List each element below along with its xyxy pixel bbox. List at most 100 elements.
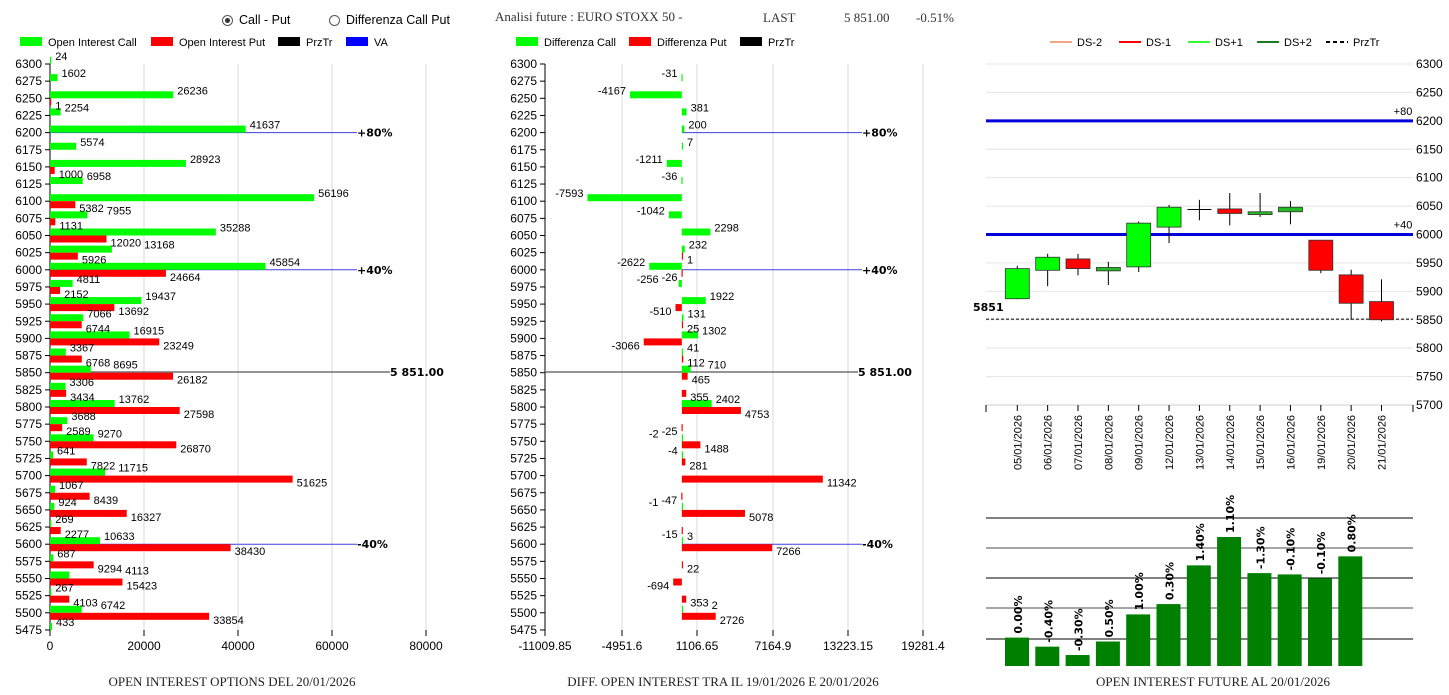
diff-bar-label: 131 (687, 308, 705, 320)
oi-bar-label: 2277 (65, 529, 89, 541)
diff-bar-put (681, 441, 701, 449)
oi-future-bar-label: 0.50% (1103, 599, 1116, 637)
candle-date-label: 07/01/2026 (1073, 415, 1085, 470)
oi-bar-call (50, 228, 216, 236)
diff-x-tick-label: 7164.9 (755, 639, 792, 653)
oi-bar-label: 13692 (118, 306, 149, 318)
diff-bar-call (681, 297, 706, 305)
oi-y-tick-label: 6225 (15, 108, 42, 122)
diff-bar-label: 25 (687, 323, 699, 335)
oi-bar-label: 13168 (144, 240, 175, 252)
candle-date-label: 16/01/2026 (1285, 415, 1297, 470)
legend-prztr-swatch (278, 37, 300, 46)
diff-bar-put (681, 595, 687, 603)
radio-differenza[interactable]: Differenza Call Put (329, 13, 450, 27)
diff-bar-label: 1488 (704, 443, 728, 455)
diff-y-tick-label: 5975 (510, 280, 537, 294)
oi-y-tick-label: 5775 (15, 417, 42, 431)
diff-bar-label: -2 (649, 428, 659, 440)
diff-bar-call (681, 537, 684, 545)
diff-bar-call (681, 502, 684, 510)
candle-body (1247, 211, 1273, 216)
oi-future-bar (1338, 556, 1363, 666)
candle-body (1278, 206, 1303, 213)
legend-oi-call-swatch (20, 37, 42, 46)
legend-candle-label: DS+2 (1284, 37, 1312, 49)
oi-bar-label: 9270 (98, 428, 122, 440)
diff-bar-put (681, 407, 741, 414)
diff-bar-label: -25 (662, 426, 678, 438)
oi-y-tick-label: 6000 (15, 263, 42, 277)
oi-bar-label: 7822 (91, 460, 115, 472)
oi-bar-label: 269 (55, 514, 73, 526)
diff-y-tick-label: 5750 (510, 434, 537, 448)
candle-date-label: 12/01/2026 (1164, 415, 1176, 470)
oi-future-bar-label: -0.10% (1285, 528, 1298, 571)
oi-bar-put (50, 441, 177, 449)
oi-future-bar-label: 1.10% (1224, 495, 1237, 533)
oi-bar-label: 5382 (79, 203, 103, 215)
diff-y-tick-label: 5500 (510, 606, 537, 620)
diff-bar-call (630, 91, 682, 99)
diff-bar-label: -31 (662, 68, 678, 80)
oi-bar-call (50, 125, 246, 133)
candle-y-tick-label: 6050 (1416, 199, 1443, 213)
candle-date-label: 20/01/2026 (1346, 415, 1358, 470)
oi-future-bar-label: -0.10% (1315, 532, 1328, 575)
oi-future-bar-label: 0.30% (1164, 562, 1177, 600)
oi-bar-call (50, 622, 53, 630)
diff-bar-call (681, 365, 691, 373)
oi-bar-put (50, 321, 82, 329)
diff-y-tick-label: 6150 (510, 160, 537, 174)
radio-call-put[interactable]: Call - Put (222, 13, 290, 27)
candle-y-tick-label: 6150 (1416, 142, 1443, 156)
oi-future-bar (1308, 578, 1332, 666)
diff-bar-label: -26 (662, 272, 678, 284)
diff-bar-label: 41 (687, 343, 699, 355)
diff-bar-call (668, 211, 682, 219)
diff-chart-title: DIFF. OPEN INTEREST TRA IL 19/01/2026 E … (567, 674, 879, 689)
oi-bar-label: 28923 (190, 154, 221, 166)
oi-bar-label: 35288 (220, 223, 251, 235)
diff-y-tick-label: 6200 (510, 126, 537, 140)
last-label: LAST (763, 10, 796, 25)
candle-body (1369, 301, 1394, 321)
oi-bar-label: 687 (57, 548, 75, 560)
diff-bar-label: -1 (649, 497, 659, 509)
oi-bar-put (50, 286, 61, 294)
oi-y-tick-label: 5600 (15, 537, 42, 551)
diff-bar-label: 200 (688, 120, 706, 132)
diff-y-tick-label: 5775 (510, 417, 537, 431)
oi-bar-put (50, 544, 231, 552)
diff-y-tick-label: 5575 (510, 554, 537, 568)
oi-y-tick-label: 5675 (15, 486, 42, 500)
diff-bar-put (681, 458, 686, 466)
oi-future-bar (1247, 573, 1272, 666)
legend-prztr-label: PrzTr (306, 37, 333, 49)
oi-y-tick-label: 5650 (15, 503, 42, 517)
oi-bar-put (50, 595, 70, 603)
diff-bar-call (681, 331, 699, 339)
oi-bar-call (50, 262, 266, 270)
diff-bar-call (681, 74, 683, 82)
candle-date-label: 21/01/2026 (1377, 415, 1389, 470)
oi-y-tick-label: 6050 (15, 229, 42, 243)
diff-bar-label: -7593 (555, 188, 583, 200)
diff-y-tick-label: 6125 (510, 177, 537, 191)
oi-bar-put (50, 407, 180, 414)
oi-bar-label: 3434 (70, 392, 94, 404)
oi-bar-call (50, 194, 315, 202)
oi-bar-put (50, 304, 115, 312)
oi-future-bar (1095, 641, 1120, 666)
diff-bar-put (681, 492, 683, 500)
candle-prztr-label: 5851 (973, 301, 1004, 314)
diff-y-tick-label: 6000 (510, 263, 537, 277)
oi-bar-call (50, 279, 73, 287)
diff-bar-label: 232 (689, 240, 707, 252)
diff-bar-call (681, 177, 683, 185)
diff-va-label: +80% (862, 127, 898, 140)
oi-y-tick-label: 5575 (15, 554, 42, 568)
oi-bar-call (50, 211, 88, 219)
oi-bar-call (50, 382, 66, 390)
